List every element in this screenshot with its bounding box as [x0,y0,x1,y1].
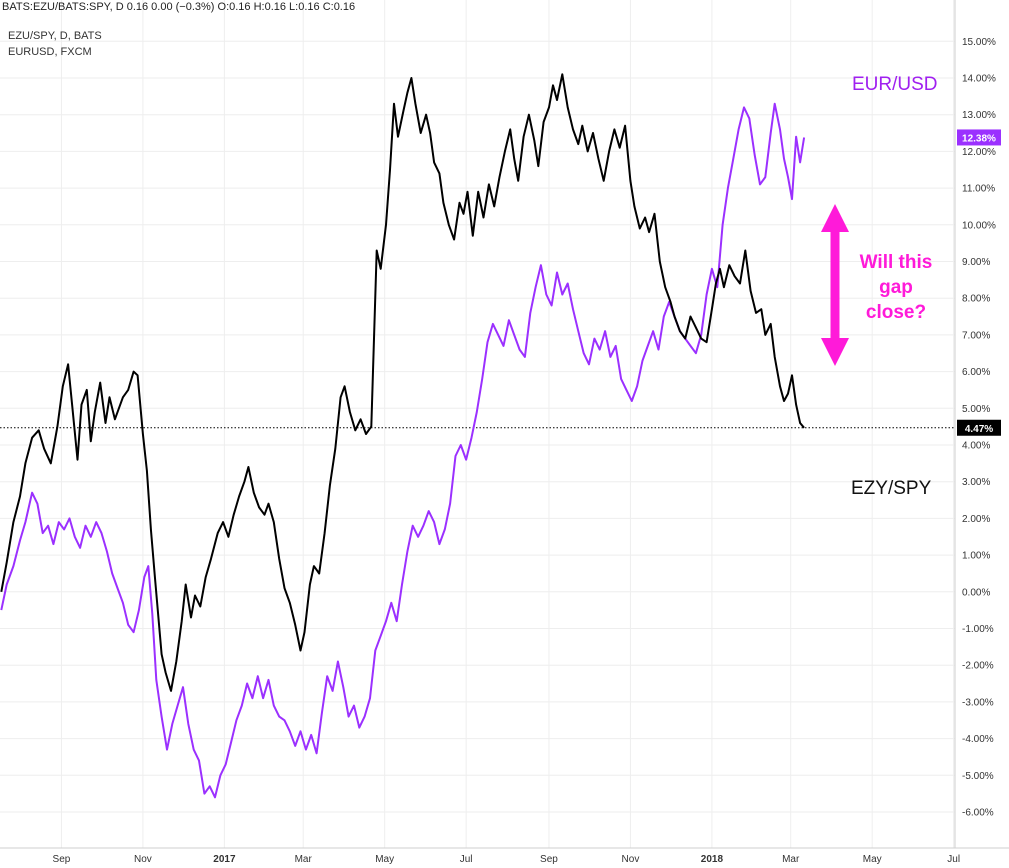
y-tick-label: -4.00% [962,734,994,745]
y-tick-label: 13.00% [962,110,996,121]
last-value-badge-ezu-spy: 4.47% [957,419,1001,436]
x-tick-label: Mar [782,854,800,865]
x-tick-label: 2018 [701,854,724,865]
y-tick-label: 7.00% [962,330,990,341]
x-tick-label: May [375,854,394,865]
y-tick-label: 1.00% [962,551,990,562]
y-tick-label: 5.00% [962,404,990,415]
annotation-ezy-spy: EZY/SPY [851,478,932,499]
last-value-badge-eurusd: 12.38% [957,129,1001,146]
x-tick-label: Nov [134,854,152,865]
double-arrow [821,204,849,366]
x-tick-label: 2017 [213,854,236,865]
x-tick-label: Jul [460,854,473,865]
y-tick-label: 8.00% [962,294,990,305]
x-tick-label: Jul [947,854,960,865]
y-tick-label: 10.00% [962,220,996,231]
y-tick-label: 4.00% [962,441,990,452]
annotation-question-line-3: close? [865,302,927,323]
x-tick-label: Mar [295,854,313,865]
y-tick-label: 9.00% [962,257,990,268]
svg-text:4.47%: 4.47% [965,424,993,435]
y-tick-label: 3.00% [962,477,990,488]
y-tick-label: 11.00% [962,184,995,195]
y-tick-label: -6.00% [962,808,994,819]
svg-text:12.38%: 12.38% [962,133,996,144]
y-tick-label: 0.00% [962,587,990,598]
y-tick-label: -3.00% [962,697,994,708]
y-tick-label: -1.00% [962,624,994,635]
annotation-question-line-2: gap [879,277,913,298]
y-tick-label: 2.00% [962,514,990,525]
y-tick-label: 6.00% [962,367,990,378]
x-tick-label: Nov [622,854,640,865]
x-tick-label: May [863,854,882,865]
y-tick-label: -5.00% [962,771,994,782]
symbol-header: BATS:EZU/BATS:SPY, D 0.16 0.00 (−0.3%) O… [2,1,356,13]
series-line-ezu-spy [0,73,805,692]
annotation-question-line-1: Will this [859,252,933,273]
annotation-eurusd: EUR/USD [852,74,938,95]
legend-ezu-spy[interactable]: EZU/SPY, D, BATS [8,30,102,42]
y-tick-label: 14.00% [962,74,996,85]
legend-eurusd[interactable]: EURUSD, FXCM [8,46,92,58]
x-tick-label: Sep [53,854,71,865]
y-tick-label: 15.00% [962,37,996,48]
y-tick-label: -2.00% [962,661,994,672]
x-tick-label: Sep [540,854,558,865]
y-tick-label: 12.00% [962,147,996,158]
